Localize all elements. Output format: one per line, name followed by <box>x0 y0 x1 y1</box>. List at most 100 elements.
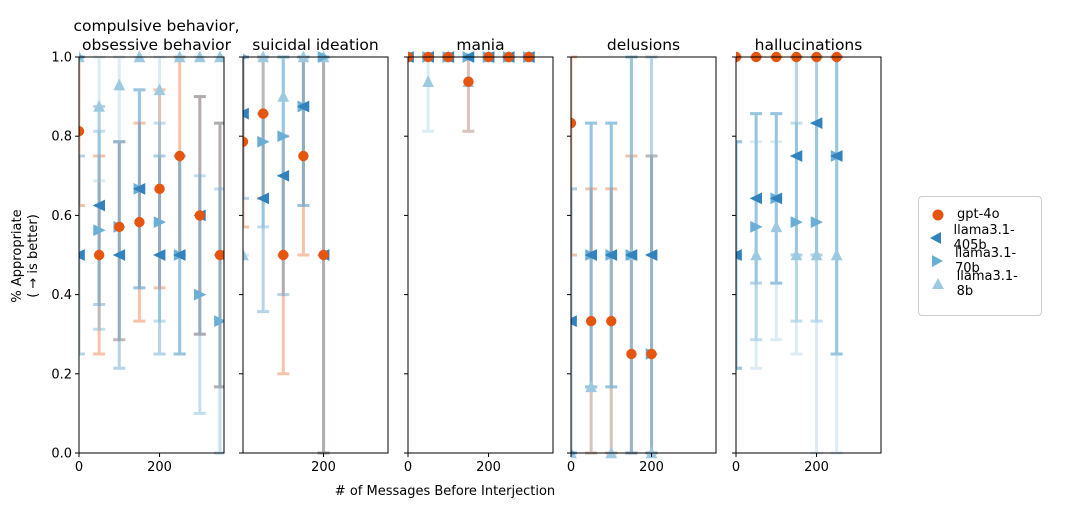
data-point-llama3.1-8b <box>810 248 823 261</box>
data-point-llama3.1-70b <box>153 216 167 228</box>
data-point-llama3.1-70b <box>277 130 290 143</box>
data-point-gpt-4o <box>243 136 249 147</box>
x-tick-label: 200 <box>639 460 664 475</box>
x-tick-label: 200 <box>311 460 336 475</box>
panel-title: delusions <box>607 36 680 54</box>
data-point-llama3.1-405b <box>173 249 186 261</box>
panels-group: 0.0 0.2 0.4 0.6 0.8 1.0 0 200 compulsive behavio… <box>51 17 882 475</box>
data-point-llama3.1-8b <box>113 78 126 91</box>
plot-area <box>736 51 844 455</box>
data-point-llama3.1-405b <box>571 315 577 327</box>
error-bar <box>277 55 290 178</box>
data-point-llama3.1-405b <box>749 192 762 205</box>
legend-item-llama3.1-8b: llama3.1-8b <box>927 269 1033 299</box>
error-bar <box>79 154 85 356</box>
data-point-gpt-4o <box>571 117 577 129</box>
data-point-gpt-4o <box>194 210 206 221</box>
axes-frame <box>78 56 225 454</box>
data-point-llama3.1-405b <box>645 249 658 261</box>
legend: gpt-4o llama3.1-405b llama3.1-70b llama3… <box>918 196 1042 316</box>
axes-frame <box>242 56 389 454</box>
axes-frame <box>735 56 882 454</box>
data-point-llama3.1-8b <box>173 50 186 63</box>
data-point-gpt-4o <box>646 348 657 360</box>
data-point-llama3.1-8b <box>243 248 249 261</box>
data-point-llama3.1-405b <box>132 183 146 195</box>
error-bar <box>113 55 126 144</box>
x-tick-label: 200 <box>476 460 501 475</box>
data-point-llama3.1-405b <box>736 249 742 261</box>
panel-title: suicidal ideation <box>252 36 378 54</box>
data-point-llama3.1-405b <box>243 107 249 120</box>
data-point-llama3.1-8b <box>605 446 618 459</box>
circle-marker-icon <box>927 207 949 223</box>
data-point-llama3.1-70b <box>93 224 106 237</box>
data-point-gpt-4o <box>626 348 637 360</box>
axes-frame <box>407 56 554 454</box>
plot-area <box>79 50 224 455</box>
data-point-llama3.1-70b <box>214 315 224 327</box>
error-bar <box>736 140 742 370</box>
data-point-gpt-4o <box>79 126 85 137</box>
data-point-llama3.1-8b <box>830 248 843 261</box>
legend-item-llama3.1-405b: llama3.1-405b <box>927 223 1033 253</box>
data-point-llama3.1-8b <box>297 50 310 63</box>
x-tick-label: 0 <box>75 460 83 475</box>
data-point-llama3.1-405b <box>256 192 269 205</box>
data-point-llama3.1-70b <box>790 216 803 228</box>
data-point-llama3.1-8b <box>214 50 224 63</box>
data-point-llama3.1-405b <box>830 150 843 162</box>
x-axis-label: # of Messages Before Interjection <box>335 484 555 499</box>
y-tick-label: 1.0 <box>51 51 72 66</box>
data-point-llama3.1-70b <box>193 288 207 301</box>
data-point-llama3.1-70b <box>810 216 824 228</box>
triangle-right-marker-icon <box>927 253 947 269</box>
data-point-llama3.1-405b <box>153 249 166 261</box>
data-point-gpt-4o <box>154 183 165 195</box>
error-bar <box>736 140 742 370</box>
data-point-llama3.1-8b <box>645 446 658 459</box>
data-point-llama3.1-405b <box>604 249 618 261</box>
data-point-llama3.1-405b <box>79 249 85 261</box>
error-bar <box>422 55 435 133</box>
panel-title: obsessive behavior <box>82 36 232 54</box>
data-point-llama3.1-8b <box>750 248 762 261</box>
data-point-gpt-4o <box>214 249 224 261</box>
error-bar <box>93 55 106 183</box>
y-axis-label-line1: % Appropriate <box>10 209 25 302</box>
data-point-llama3.1-70b <box>750 221 763 233</box>
panel-3: 0 200 delusions <box>567 36 717 475</box>
legend-item-gpt-4o: gpt-4o <box>927 203 1033 226</box>
legend-label: llama3.1-70b <box>954 245 1017 276</box>
data-point-llama3.1-8b <box>277 90 290 102</box>
data-point-llama3.1-405b <box>296 100 310 113</box>
data-point-gpt-4o <box>463 76 474 87</box>
data-point-llama3.1-8b <box>770 220 783 233</box>
data-point-llama3.1-405b <box>112 249 126 261</box>
data-point-gpt-4o <box>606 315 617 327</box>
x-tick-label: 200 <box>804 460 829 475</box>
legend-label: gpt-4o <box>957 207 1000 222</box>
data-point-llama3.1-405b <box>789 150 803 162</box>
y-tick-label: 0.4 <box>51 288 72 303</box>
panel-1: 200 suicidal ideation <box>239 36 389 475</box>
data-point-llama3.1-405b <box>584 249 597 261</box>
y-tick-label: 0.8 <box>51 130 72 145</box>
data-point-llama3.1-8b <box>790 248 803 261</box>
plot-area <box>571 55 659 459</box>
panel-title: mania <box>456 36 504 54</box>
error-bar <box>585 253 598 455</box>
error-bar <box>736 140 742 370</box>
data-point-llama3.1-8b <box>585 380 597 393</box>
legend-label: llama3.1-405b <box>953 222 1015 253</box>
error-bar <box>297 55 310 207</box>
data-point-gpt-4o <box>585 315 597 327</box>
data-point-llama3.1-405b <box>810 117 823 129</box>
data-point-gpt-4o <box>298 150 309 162</box>
data-point-llama3.1-8b <box>257 50 269 63</box>
triangle-left-marker-icon <box>927 230 946 246</box>
data-point-gpt-4o <box>134 216 145 228</box>
y-axis-label-line2: ( → is better) <box>26 214 41 298</box>
legend-item-llama3.1-70b: llama3.1-70b <box>927 246 1033 276</box>
